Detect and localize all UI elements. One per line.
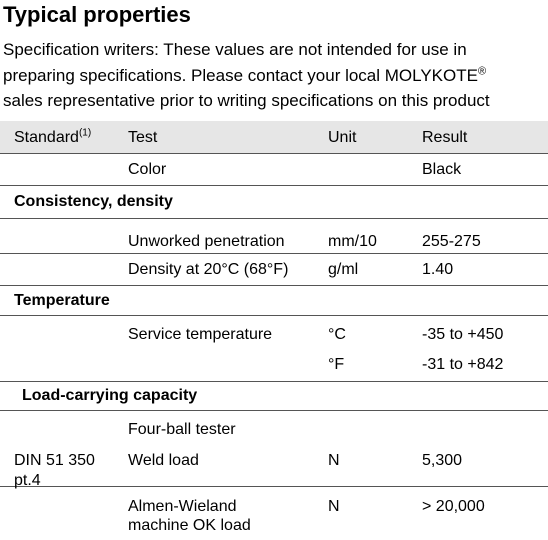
table-row-color: Color Black (0, 154, 548, 186)
specification-disclaimer: Specification writers: These values are … (3, 37, 548, 114)
group-label: Consistency, density (14, 193, 173, 210)
disclaimer-line-1: Specification writers: These values are … (3, 40, 467, 59)
cell-result: Black (422, 161, 462, 178)
disclaimer-line-3: sales representative prior to writing sp… (3, 91, 490, 110)
group-header-load-carrying: Load-carrying capacity (0, 382, 548, 411)
cell-test: Color (128, 161, 167, 178)
disclaimer-line-2-text: preparing specifications. Please contact… (3, 65, 478, 85)
cell-unit: mm/10 (328, 233, 377, 250)
cell-test: Weld load (128, 452, 199, 469)
cell-standard: DIN 51 350 (14, 452, 95, 469)
cell-result: 1.40 (422, 261, 454, 278)
cell-test: Unworked penetration (128, 233, 285, 250)
cell-result: 255-275 (422, 233, 481, 250)
table-row: Density at 20°C (68°F) g/ml 1.40 (0, 254, 548, 286)
header-standard-footnote: (1) (78, 127, 92, 139)
group-header-consistency: Consistency, density (0, 186, 548, 219)
group-label: Temperature (14, 292, 110, 309)
cell-result: -31 to +842 (422, 356, 504, 373)
cell-test: Density at 20°C (68°F) (128, 261, 289, 278)
cell-subheader: Four-ball tester (128, 421, 236, 438)
cell-unit: N (328, 498, 340, 515)
header-unit: Unit (328, 129, 357, 146)
cell-test-cont: machine OK load (128, 517, 251, 534)
cell-test: Almen-Wieland (128, 498, 237, 515)
cell-result: -35 to +450 (422, 326, 504, 343)
cell-result: > 20,000 (422, 498, 485, 515)
cell-unit: g/ml (328, 261, 359, 278)
table-row: Service temperature °C -35 to +450 °F -3… (0, 316, 548, 382)
cell-unit: N (328, 452, 340, 469)
cell-unit: °F (328, 356, 345, 373)
cell-standard-cont: pt.4 (14, 472, 41, 489)
group-header-temperature: Temperature (0, 286, 548, 316)
table-header-row: Standard(1) Test Unit Result (0, 121, 548, 154)
cell-unit: °C (328, 326, 346, 343)
properties-table: Standard(1) Test Unit Result Color Black… (0, 121, 548, 539)
header-result: Result (422, 129, 468, 146)
table-row: Almen-Wieland machine OK load N > 20,000 (0, 487, 548, 539)
cell-test: Service temperature (128, 326, 273, 343)
cell-result: 5,300 (422, 452, 463, 469)
group-label: Load-carrying capacity (22, 387, 198, 404)
header-standard: Standard(1) (14, 128, 91, 148)
disclaimer-line-2: preparing specifications. Please contact… (3, 63, 548, 89)
table-row: Unworked penetration mm/10 255-275 (0, 219, 548, 254)
header-test: Test (128, 129, 158, 146)
table-row: Four-ball tester DIN 51 350 pt.4 Weld lo… (0, 411, 548, 489)
header-standard-label: Standard (14, 129, 79, 146)
registered-mark: ® (477, 64, 487, 77)
page-title: Typical properties (3, 2, 191, 27)
